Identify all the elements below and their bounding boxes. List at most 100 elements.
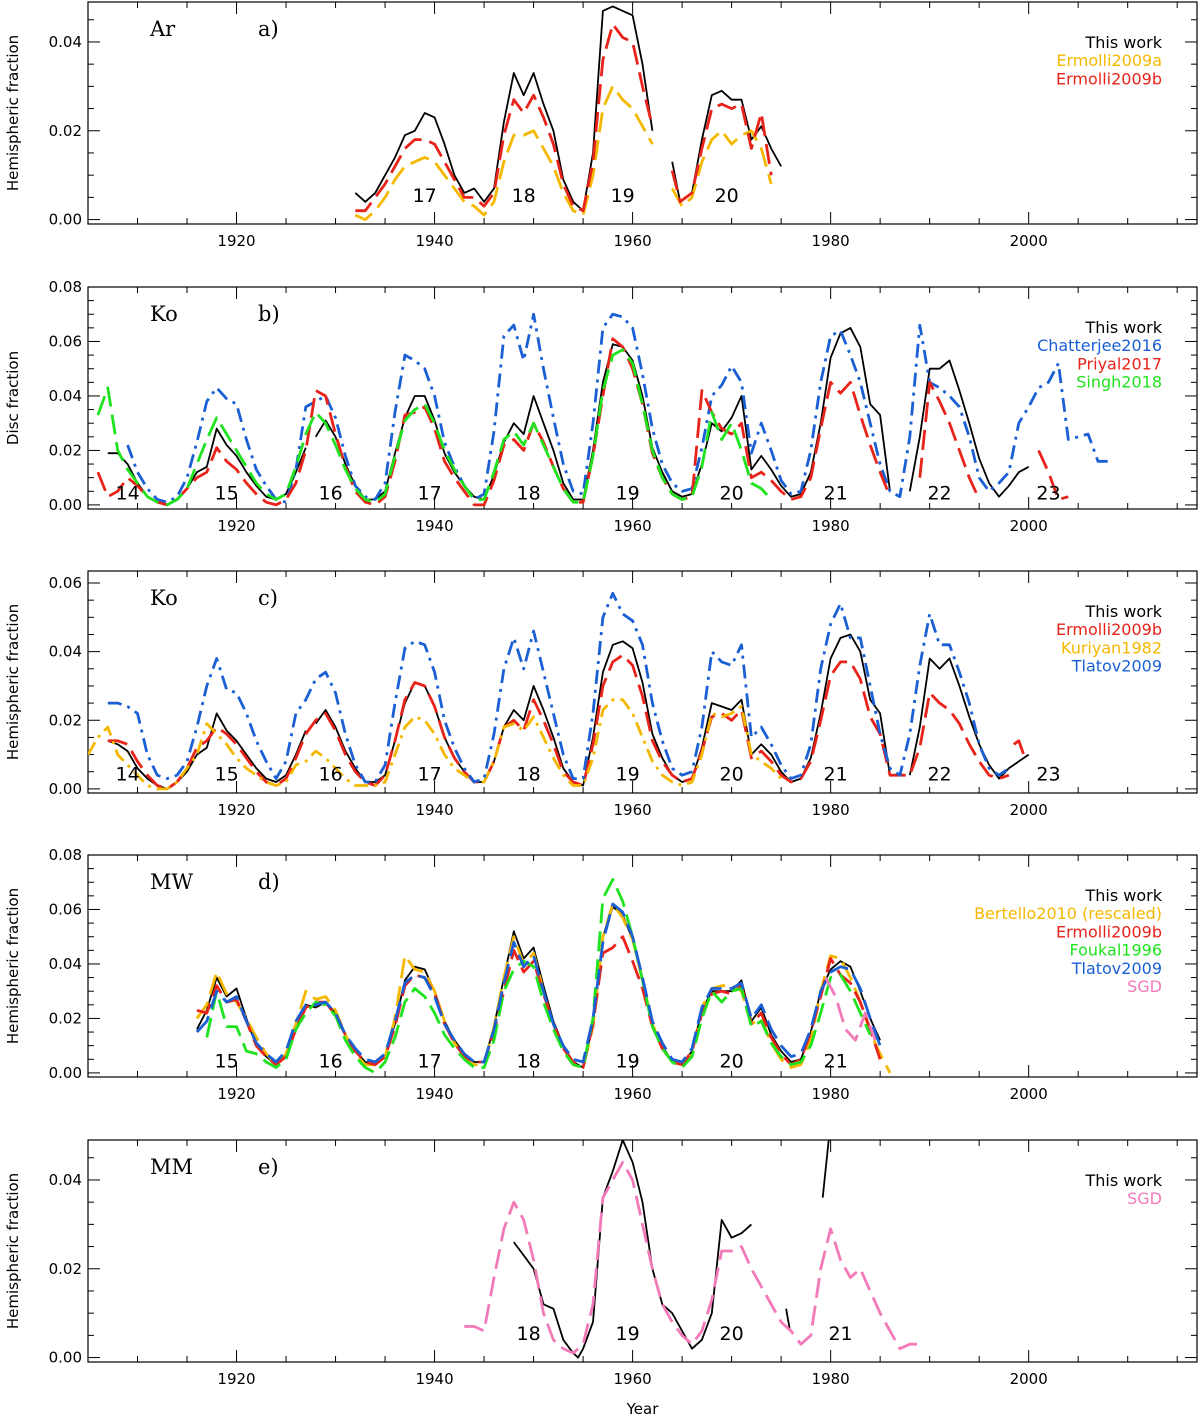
panel-3-legend-entry-2: Ermolli2009b bbox=[1056, 922, 1162, 941]
panel-2-xtick-label-1980: 1980 bbox=[812, 801, 850, 819]
panel-0-axes-frame bbox=[87, 1, 1198, 225]
panel-4-cycle-label-21: 21 bbox=[828, 1323, 852, 1345]
panel-0-cycle-label-17: 17 bbox=[413, 185, 437, 207]
panel-1-ytick-label-0.02: 0.02 bbox=[49, 441, 82, 459]
panel-3-series-4-segment-0 bbox=[195, 902, 882, 1064]
panel-0-legend-entry-0: This work bbox=[1085, 33, 1163, 52]
panel-4-xlabel: Year bbox=[626, 1400, 660, 1418]
panel-4: 1920 1940 1960 1980 20000.000.020.04Hemisphe… bbox=[4, 1139, 1198, 1418]
panel-1-legend-entry-2: Priyal2017 bbox=[1077, 354, 1162, 373]
panel-4-xtick-label-1940: 1940 bbox=[415, 1370, 453, 1388]
panel-2-xtick-label-1920: 1920 bbox=[217, 801, 255, 819]
panel-0-xtick-label-1980: 1980 bbox=[812, 232, 850, 250]
panel-2-ytick-label-0.04: 0.04 bbox=[49, 643, 82, 661]
panel-0-xtick-label-1920: 1920 bbox=[217, 232, 255, 250]
panel-3-xtick-label-1920: 1920 bbox=[217, 1085, 255, 1103]
panel-3-legend-entry-0: This work bbox=[1085, 886, 1163, 905]
panel-3-cycle-label-15: 15 bbox=[215, 1051, 239, 1073]
panel-4-cycle-label-19: 19 bbox=[616, 1323, 640, 1345]
panel-2-xtick-label-1940: 1940 bbox=[415, 801, 453, 819]
panel-2-series-0-segment-2 bbox=[908, 657, 1030, 780]
panel-0-ytick-label-0.02: 0.02 bbox=[49, 122, 82, 140]
panel-4-series-0-segment-1 bbox=[785, 1308, 791, 1332]
panel-1-ytick-label-0.08: 0.08 bbox=[49, 278, 82, 296]
panel-2-cycle-label-14: 14 bbox=[116, 763, 140, 785]
panel-2-series-group bbox=[88, 591, 1030, 791]
panel-1-ylabel: Disc fraction bbox=[4, 351, 22, 445]
panel-3-xtick-label-1940: 1940 bbox=[415, 1085, 453, 1103]
panel-1-cycle-label-21: 21 bbox=[823, 483, 847, 505]
panel-4-ytick-label-0.04: 0.04 bbox=[49, 1171, 82, 1189]
panel-0-panel-letter: a) bbox=[258, 17, 279, 41]
panel-2-cycle-label-15: 15 bbox=[215, 763, 239, 785]
panel-3: 1920 1940 1960 1980 20000.000.020.040.060.08… bbox=[4, 846, 1198, 1103]
panel-1-series-0-segment-1 bbox=[314, 326, 891, 501]
panel-3-series-2-segment-0 bbox=[196, 935, 882, 1069]
panel-3-legend-entry-3: Foukal1996 bbox=[1069, 941, 1162, 960]
panel-1-series-0-segment-2 bbox=[908, 359, 1030, 498]
panel-2: 1920 1940 1960 1980 20000.000.020.040.06Hemi… bbox=[4, 570, 1198, 819]
panel-4-ylabel: Hemispheric fraction bbox=[4, 1173, 22, 1329]
panel-1-xtick-label-1960: 1960 bbox=[614, 517, 652, 535]
panel-3-series-5-segment-0 bbox=[824, 976, 877, 1042]
panel-1-series-2-segment-2 bbox=[1037, 449, 1069, 501]
panel-0-series-1-segment-0 bbox=[354, 85, 654, 222]
panel-1-series-2-segment-0 bbox=[96, 337, 892, 507]
panel-1-cycle-label-19: 19 bbox=[616, 483, 640, 505]
panel-2-panel-letter: c) bbox=[258, 586, 278, 610]
panel-1-xtick-label-1920: 1920 bbox=[217, 517, 255, 535]
panel-1-xtick-label-1980: 1980 bbox=[812, 517, 850, 535]
panel-1-series-group bbox=[96, 312, 1108, 507]
panel-1-cycle-label-18: 18 bbox=[517, 483, 541, 505]
panel-3-xtick-label-1960: 1960 bbox=[614, 1085, 652, 1103]
panel-4-ytick-label-0: 0.00 bbox=[49, 1349, 82, 1367]
panel-0-legend-entry-1: Ermolli2009a bbox=[1056, 51, 1162, 70]
panel-2-ytick-label-0: 0.00 bbox=[49, 780, 82, 798]
panel-3-cycle-label-19: 19 bbox=[616, 1051, 640, 1073]
panel-0-cycle-label-19: 19 bbox=[611, 185, 635, 207]
panel-3-series-3-segment-0 bbox=[205, 878, 872, 1075]
panel-2-cycle-label-20: 20 bbox=[720, 763, 744, 785]
panel-4-cycle-label-20: 20 bbox=[720, 1323, 744, 1345]
panel-2-ytick-label-0.02: 0.02 bbox=[49, 711, 82, 729]
panel-4-ytick-label-0.02: 0.02 bbox=[49, 1260, 82, 1278]
panel-1-axes-frame bbox=[87, 286, 1198, 510]
panel-2-cycle-label-23: 23 bbox=[1036, 763, 1060, 785]
panel-3-series-group bbox=[195, 878, 892, 1075]
panel-0-series-2-segment-0 bbox=[355, 22, 654, 213]
panel-1-xtick-label-2000: 2000 bbox=[1010, 517, 1048, 535]
panel-3-cycle-label-16: 16 bbox=[319, 1051, 343, 1073]
panel-0-ylabel: Hemispheric fraction bbox=[4, 35, 22, 191]
panel-4-cycle-label-18: 18 bbox=[517, 1323, 541, 1345]
panel-1: 1920 1940 1960 1980 20000.000.020.040.060.08… bbox=[4, 278, 1198, 535]
panel-2-cycle-label-17: 17 bbox=[418, 763, 442, 785]
panel-3-ylabel: Hemispheric fraction bbox=[4, 888, 22, 1044]
panel-3-cycle-label-21: 21 bbox=[823, 1051, 847, 1073]
panel-3-ytick-label-0.02: 0.02 bbox=[49, 1009, 82, 1027]
panel-1-cycle-label-14: 14 bbox=[116, 483, 140, 505]
panel-0: 1920 1940 1960 1980 20000.000.020.04Hemisphe… bbox=[4, 1, 1198, 250]
panel-2-series-3-segment-0 bbox=[107, 591, 1010, 784]
panel-1-cycle-label-22: 22 bbox=[927, 483, 951, 505]
panel-1-panel-letter: b) bbox=[258, 302, 280, 326]
panel-1-cycle-label-15: 15 bbox=[215, 483, 239, 505]
panel-0-observatory-label: Ar bbox=[149, 17, 176, 41]
panel-0-xtick-label-2000: 2000 bbox=[1010, 232, 1048, 250]
panel-4-panel-letter: e) bbox=[258, 1155, 279, 1179]
panel-2-series-2-segment-0 bbox=[88, 698, 783, 791]
panel-3-legend-entry-1: Bertello2010 (rescaled) bbox=[974, 904, 1162, 923]
panel-3-panel-letter: d) bbox=[258, 870, 280, 894]
panel-0-series-1-segment-1 bbox=[670, 129, 773, 208]
panel-1-ytick-label-0.04: 0.04 bbox=[49, 387, 82, 405]
panel-3-xtick-label-2000: 2000 bbox=[1010, 1085, 1048, 1103]
panel-1-cycle-label-23: 23 bbox=[1036, 483, 1060, 505]
panel-1-cycle-label-16: 16 bbox=[319, 483, 343, 505]
panel-4-xtick-label-1920: 1920 bbox=[217, 1370, 255, 1388]
panel-0-ytick-label-0: 0.00 bbox=[49, 211, 82, 229]
panel-2-cycle-label-21: 21 bbox=[823, 763, 847, 785]
panel-2-series-1-segment-1 bbox=[1012, 739, 1026, 756]
panel-2-cycle-label-16: 16 bbox=[319, 763, 343, 785]
panel-2-legend-entry-3: Tlatov2009 bbox=[1071, 657, 1162, 676]
panel-1-observatory-label: Ko bbox=[150, 302, 178, 326]
